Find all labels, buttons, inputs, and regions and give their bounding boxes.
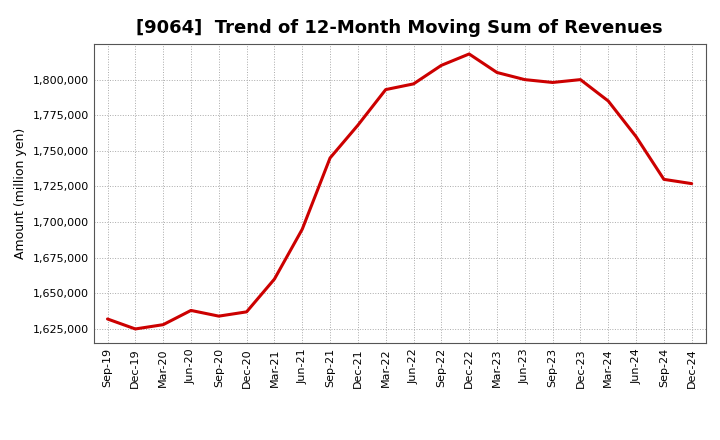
Y-axis label: Amount (million yen): Amount (million yen)	[14, 128, 27, 259]
Title: [9064]  Trend of 12-Month Moving Sum of Revenues: [9064] Trend of 12-Month Moving Sum of R…	[136, 19, 663, 37]
